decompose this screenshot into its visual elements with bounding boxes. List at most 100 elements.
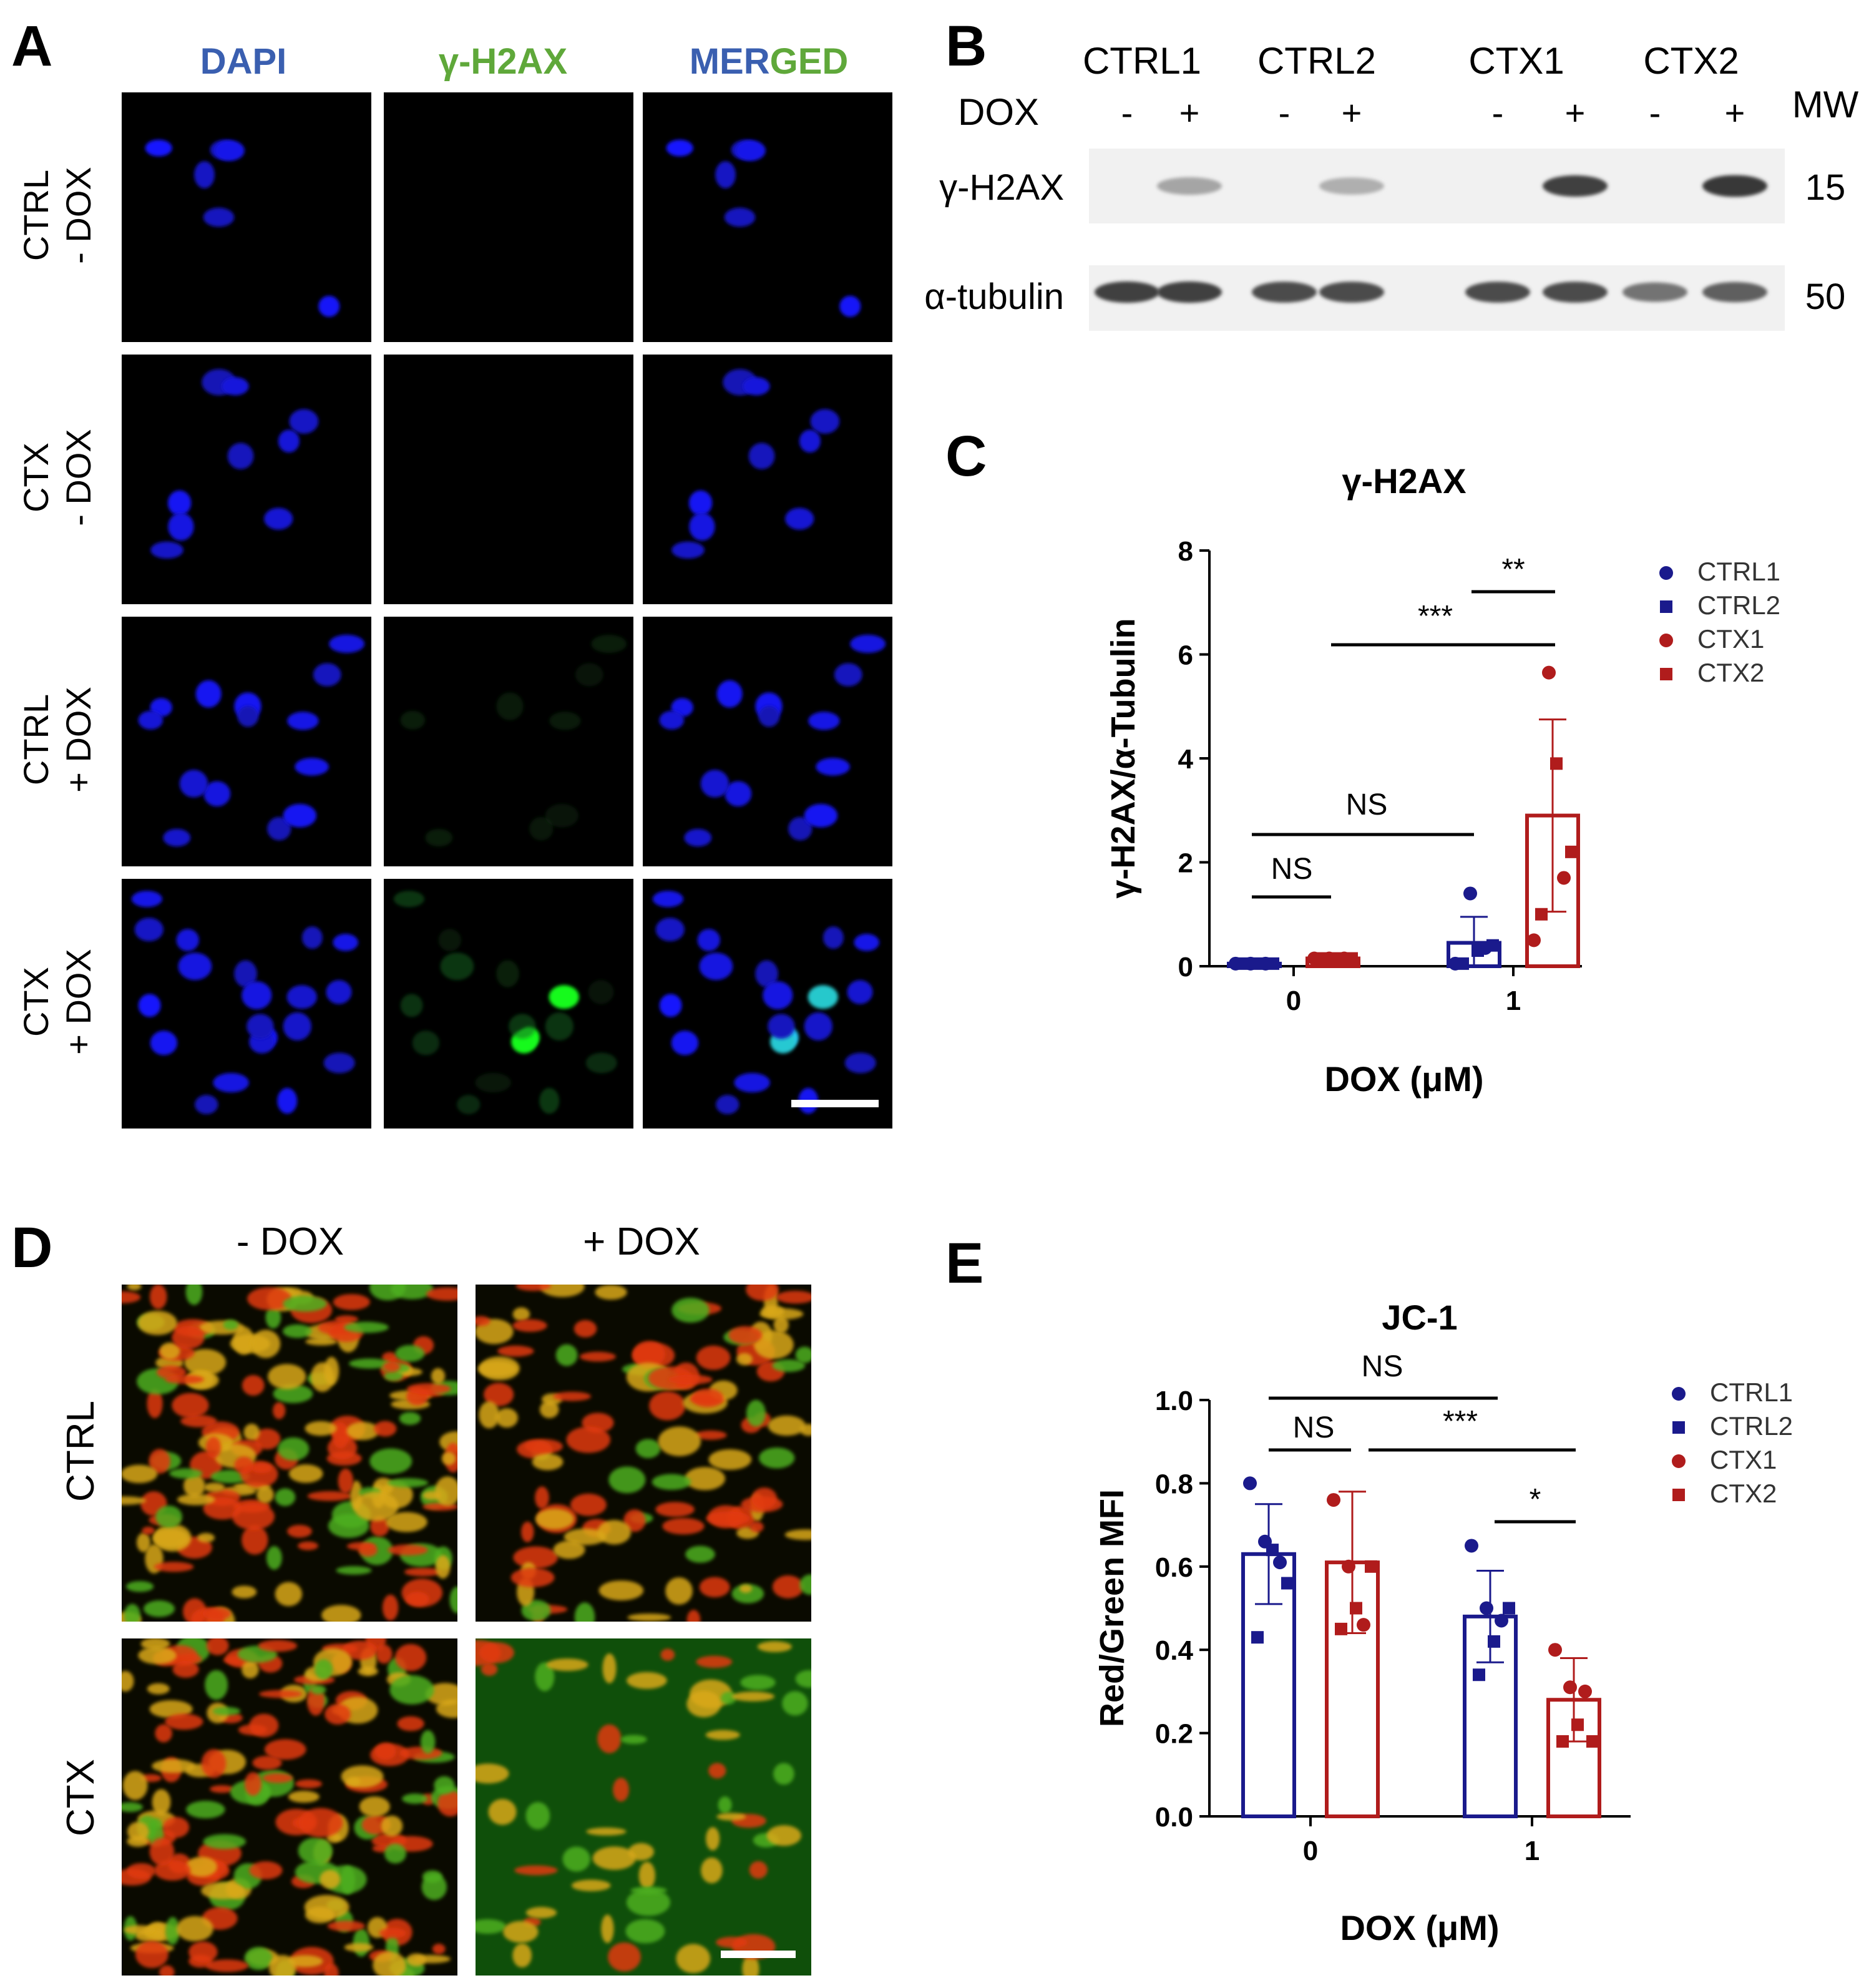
- jc1-cell: [685, 1545, 715, 1563]
- significance-label: NS: [1293, 1411, 1335, 1444]
- jc1-cell: [127, 1285, 142, 1291]
- jc1-cell: [691, 1388, 724, 1408]
- nucleus-signal: [549, 712, 581, 730]
- jc1-cell: [232, 1503, 275, 1530]
- nucleus: [799, 429, 821, 453]
- nucleus: [854, 934, 880, 951]
- jc1-cell: [731, 1692, 775, 1702]
- significance-label: NS: [1346, 788, 1388, 821]
- micrograph-tile: [643, 617, 892, 866]
- jc1-cell: [521, 1600, 551, 1622]
- jc1-cell: [686, 1610, 701, 1622]
- y-tick-label: 0: [1178, 952, 1193, 982]
- jc1-cell: [736, 1353, 753, 1366]
- legend-label: CTRL1: [1697, 557, 1780, 586]
- blot-dox-sign: +: [1725, 93, 1745, 132]
- nucleus: [671, 1031, 699, 1055]
- jc1-cell: [305, 1906, 335, 1924]
- jc1-cell: [676, 1944, 711, 1974]
- data-point: [1471, 944, 1484, 957]
- jc1-cell: [183, 1474, 205, 1497]
- panel-letter-c: C: [945, 424, 987, 488]
- nucleus-signal: [545, 803, 579, 828]
- jc1-cell: [205, 1436, 222, 1459]
- nucleus: [716, 680, 743, 708]
- data-point: [1315, 952, 1328, 965]
- nucleus: [289, 409, 319, 434]
- jc1-cell: [320, 1869, 341, 1889]
- jc1-cell: [665, 1577, 693, 1605]
- jc1-cell: [232, 1585, 257, 1599]
- data-point: [1480, 1601, 1493, 1615]
- jc1-cell: [476, 1763, 509, 1784]
- jc1-cell: [149, 1700, 193, 1718]
- jc1-cell: [127, 1821, 149, 1841]
- jc1-cell: [421, 1874, 447, 1901]
- nucleus: [167, 490, 192, 516]
- jc1-cell: [163, 1816, 190, 1838]
- nucleus: [839, 295, 861, 317]
- jc1-cell: [122, 1291, 141, 1303]
- nucleus: [168, 512, 194, 541]
- jc1-cell: [311, 1685, 326, 1695]
- blot-band: [1157, 177, 1222, 195]
- data-point: [1357, 1618, 1370, 1632]
- jc1-cell: [288, 1790, 320, 1803]
- micrograph-tile: [384, 879, 633, 1129]
- data-point: [1243, 1476, 1257, 1491]
- nucleus: [278, 429, 300, 453]
- jc1-cell: [426, 1287, 457, 1301]
- jc1-cell: [512, 1943, 532, 1968]
- jc1-cell: [336, 1566, 372, 1575]
- data-point: [1365, 1560, 1377, 1573]
- jc1-cell: [708, 1763, 726, 1779]
- y-tick-label: 1.0: [1155, 1386, 1193, 1416]
- jc1-cell: [325, 1703, 351, 1725]
- jc1-cell: [757, 1641, 792, 1652]
- jc1-cell: [705, 1730, 740, 1740]
- jc1-cell: [202, 1607, 232, 1620]
- nucleus: [326, 980, 352, 1004]
- jc1-cell: [601, 1914, 614, 1944]
- nucleus: [666, 139, 693, 157]
- nucleus: [150, 1031, 178, 1055]
- jc1-cell: [476, 1919, 506, 1934]
- jc1-cell: [155, 1506, 183, 1529]
- jc1-cell: [389, 1675, 434, 1705]
- jc1-cell: [782, 1691, 808, 1716]
- jc1-cell: [742, 1955, 759, 1976]
- jc1-cell: [586, 1828, 627, 1836]
- jc1-cell: [346, 1542, 376, 1550]
- data-point: [1578, 1684, 1592, 1698]
- micrograph-tile: [384, 92, 633, 342]
- y-axis-label: γ-H2AX/α-Tubulin: [1105, 618, 1142, 898]
- legend-label: CTRL1: [1710, 1378, 1793, 1407]
- jc1-cell: [341, 1765, 384, 1788]
- jc1-cell: [608, 1466, 646, 1494]
- jc1-cell: [406, 1592, 429, 1607]
- legend-marker: [1672, 1489, 1685, 1501]
- jc1-cell: [315, 1659, 333, 1680]
- col-label-dapi: DAPI: [200, 41, 287, 82]
- jc1-cell: [374, 1421, 397, 1437]
- chart-title: γ-H2AX: [1342, 461, 1466, 501]
- chart-e: JC-1 0.0 0.2 0.4 0.6 0.8 1.0 Red/Green MFI DOX (…: [1093, 1298, 1793, 1947]
- jc1-cell: [406, 1383, 451, 1394]
- jc1-cell: [252, 1755, 282, 1770]
- nucleus: [323, 1052, 355, 1074]
- jc1-cell: [387, 1478, 429, 1488]
- jc1-cell: [795, 1346, 811, 1363]
- jc1-cell: [298, 1837, 333, 1864]
- significance-label: ***: [1443, 1405, 1478, 1438]
- jc1-cell: [608, 1942, 641, 1972]
- jc1-cell: [539, 1401, 559, 1419]
- nucleus-signal: [425, 828, 453, 847]
- jc1-cell: [249, 1713, 279, 1738]
- nucleus: [286, 985, 317, 1009]
- jc1-cell: [751, 1487, 777, 1509]
- jc1-cell: [373, 1951, 406, 1976]
- nucleus: [822, 926, 844, 949]
- row-label-line1: CTX: [16, 443, 56, 512]
- jc1-cell: [258, 1690, 303, 1698]
- nucleus: [267, 816, 291, 841]
